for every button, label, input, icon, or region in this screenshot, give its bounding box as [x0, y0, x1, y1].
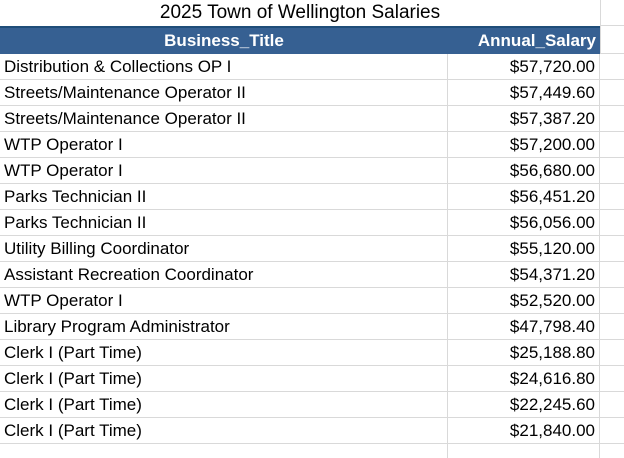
empty-grid-cell[interactable] — [600, 392, 624, 418]
cell-business-title[interactable]: Library Program Administrator — [0, 314, 448, 340]
cell-annual-salary[interactable]: $57,200.00 — [448, 132, 600, 158]
empty-grid-cell[interactable] — [600, 340, 624, 366]
empty-grid-cell[interactable] — [600, 210, 624, 236]
empty-grid-cell[interactable] — [600, 26, 624, 54]
empty-grid-cell[interactable] — [600, 366, 624, 392]
empty-grid-cell[interactable] — [600, 80, 624, 106]
table-row: Clerk I (Part Time) $25,188.80 — [0, 340, 624, 366]
cell-annual-salary[interactable]: $52,520.00 — [448, 288, 600, 314]
empty-grid-cell[interactable] — [600, 262, 624, 288]
empty-grid-cell[interactable] — [448, 444, 600, 458]
empty-grid-cell[interactable] — [600, 444, 624, 458]
cell-business-title[interactable]: Streets/Maintenance Operator II — [0, 80, 448, 106]
empty-grid-cell[interactable] — [600, 288, 624, 314]
empty-grid-cell[interactable] — [600, 236, 624, 262]
empty-row — [0, 444, 624, 458]
cell-business-title[interactable]: Parks Technician II — [0, 210, 448, 236]
cell-business-title[interactable]: WTP Operator I — [0, 132, 448, 158]
cell-business-title[interactable]: Assistant Recreation Coordinator — [0, 262, 448, 288]
empty-grid-cell[interactable] — [600, 106, 624, 132]
table-row: Streets/Maintenance Operator II $57,387.… — [0, 106, 624, 132]
cell-annual-salary[interactable]: $47,798.40 — [448, 314, 600, 340]
cell-annual-salary[interactable]: $57,387.20 — [448, 106, 600, 132]
table-row: WTP Operator I $52,520.00 — [0, 288, 624, 314]
empty-grid-cell[interactable] — [600, 158, 624, 184]
cell-annual-salary[interactable]: $54,371.20 — [448, 262, 600, 288]
table-row: Library Program Administrator $47,798.40 — [0, 314, 624, 340]
table-row: Parks Technician II $56,451.20 — [0, 184, 624, 210]
table-row: Clerk I (Part Time) $21,840.00 — [0, 418, 624, 444]
cell-annual-salary[interactable]: $25,188.80 — [448, 340, 600, 366]
table-row: Clerk I (Part Time) $24,616.80 — [0, 366, 624, 392]
cell-annual-salary[interactable]: $24,616.80 — [448, 366, 600, 392]
empty-grid-cell[interactable] — [600, 132, 624, 158]
empty-grid-cell[interactable] — [0, 444, 448, 458]
cell-annual-salary[interactable]: $22,245.60 — [448, 392, 600, 418]
cell-business-title[interactable]: Clerk I (Part Time) — [0, 418, 448, 444]
cell-business-title[interactable]: WTP Operator I — [0, 158, 448, 184]
page-title[interactable]: 2025 Town of Wellington Salaries — [159, 2, 441, 23]
table-row: Assistant Recreation Coordinator $54,371… — [0, 262, 624, 288]
empty-grid-cell[interactable] — [600, 314, 624, 340]
table-row: WTP Operator I $56,680.00 — [0, 158, 624, 184]
cell-business-title[interactable]: Distribution & Collections OP I — [0, 54, 448, 80]
cell-business-title[interactable]: Utility Billing Coordinator — [0, 236, 448, 262]
column-header-annual-salary[interactable]: Annual_Salary — [448, 26, 600, 54]
cell-annual-salary[interactable]: $56,056.00 — [448, 210, 600, 236]
empty-grid-cell[interactable] — [600, 0, 624, 26]
cell-annual-salary[interactable]: $57,720.00 — [448, 54, 600, 80]
empty-grid-cell[interactable] — [600, 184, 624, 210]
cell-business-title[interactable]: Clerk I (Part Time) — [0, 340, 448, 366]
table-row: Clerk I (Part Time) $22,245.60 — [0, 392, 624, 418]
title-row: 2025 Town of Wellington Salaries — [0, 0, 624, 26]
cell-annual-salary[interactable]: $56,680.00 — [448, 158, 600, 184]
empty-grid-cell[interactable] — [600, 418, 624, 444]
table-row: Streets/Maintenance Operator II $57,449.… — [0, 80, 624, 106]
cell-business-title[interactable]: Parks Technician II — [0, 184, 448, 210]
cell-business-title[interactable]: Clerk I (Part Time) — [0, 366, 448, 392]
column-header-business-title[interactable]: Business_Title — [0, 26, 448, 54]
cell-business-title[interactable]: Clerk I (Part Time) — [0, 392, 448, 418]
table-row: Parks Technician II $56,056.00 — [0, 210, 624, 236]
table-header-row: Business_Title Annual_Salary — [0, 26, 624, 54]
cell-annual-salary[interactable]: $56,451.20 — [448, 184, 600, 210]
cell-annual-salary[interactable]: $55,120.00 — [448, 236, 600, 262]
table-row: Utility Billing Coordinator $55,120.00 — [0, 236, 624, 262]
cell-business-title[interactable]: Streets/Maintenance Operator II — [0, 106, 448, 132]
empty-grid-cell[interactable] — [600, 54, 624, 80]
cell-annual-salary[interactable]: $57,449.60 — [448, 80, 600, 106]
cell-business-title[interactable]: WTP Operator I — [0, 288, 448, 314]
table-row: WTP Operator I $57,200.00 — [0, 132, 624, 158]
cell-annual-salary[interactable]: $21,840.00 — [448, 418, 600, 444]
table-row: Distribution & Collections OP I $57,720.… — [0, 54, 624, 80]
